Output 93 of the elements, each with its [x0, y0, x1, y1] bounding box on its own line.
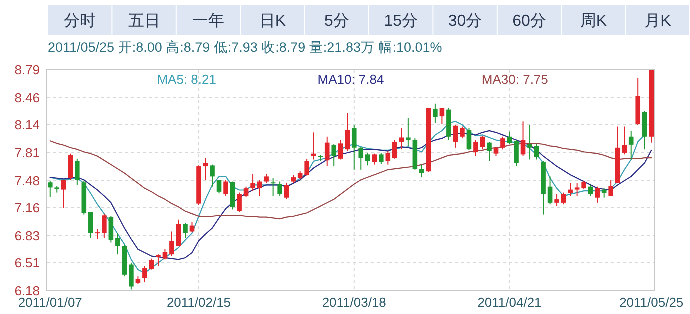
text: 30分: [448, 13, 482, 30]
candlestick: [203, 158, 208, 181]
candlestick: [156, 254, 161, 267]
candlestick: [406, 118, 411, 147]
candlestick: [61, 180, 66, 209]
candlestick: [548, 176, 553, 206]
candlestick: [284, 182, 290, 200]
y-tick-label: 7.81: [14, 145, 40, 160]
text: MA30: 7.75: [482, 72, 548, 87]
candlestick: [216, 180, 222, 194]
candlestick: [622, 126, 627, 156]
candlestick: [278, 181, 282, 197]
candlestick: [574, 182, 580, 197]
candlestick: [379, 152, 384, 164]
text: 周K: [580, 13, 608, 30]
candlestick: [528, 124, 532, 160]
candlestick: [75, 158, 80, 186]
candlestick: [500, 136, 506, 150]
candlestick: [474, 140, 478, 157]
y-tick-label: 8.79: [14, 62, 40, 78]
x-tick-label: 2011/05/25: [620, 295, 684, 310]
candlestick: [608, 180, 614, 197]
text: 一年: [192, 13, 224, 30]
text: 月K: [644, 13, 672, 30]
y-tick-label: 7.16: [14, 200, 40, 216]
candlestick: [149, 258, 154, 270]
y-tick-label: 6.51: [14, 256, 40, 271]
candlestick: [514, 140, 519, 168]
candlestick: [399, 128, 404, 150]
candlestick: [237, 192, 242, 213]
candlestick: [250, 174, 256, 192]
candlestick: [102, 213, 107, 239]
text: 日K: [259, 13, 286, 30]
candlestick: [244, 186, 249, 198]
candlestick: [332, 144, 337, 168]
candlestick: [392, 140, 398, 160]
text: 60分: [512, 13, 546, 30]
candlestick: [520, 121, 526, 157]
chart-subtitle: 2011/05/25 开:8.00 高:8.79 低:7.93 收:8.79 量:21.83万 幅:10.01%: [48, 40, 442, 55]
candlestick: [358, 146, 364, 170]
candlestick: [270, 178, 276, 197]
candlestick: [352, 124, 357, 170]
candlestick: [68, 153, 74, 181]
candlestick: [534, 144, 540, 160]
candlestick: [480, 136, 486, 150]
candlestick: [257, 180, 262, 197]
x-tick-label: 2011/02/15: [166, 295, 232, 310]
y-tick-label: 6.83: [14, 228, 40, 244]
candlestick: [487, 141, 492, 162]
text: 15分: [384, 13, 418, 30]
candlestick: [170, 231, 174, 257]
candlestick: [628, 130, 634, 160]
y-tick-label: 8.14: [14, 118, 40, 133]
candlestick: [311, 132, 316, 160]
candlestick: [108, 216, 114, 244]
candlestick: [48, 180, 53, 198]
candlestick: [304, 158, 310, 176]
candlestick: [129, 262, 134, 290]
candlestick: [561, 192, 566, 206]
text: MA5: 8.21: [157, 72, 216, 87]
candlestick: [264, 174, 269, 184]
y-tick-label: 7.48: [14, 173, 40, 188]
text: MA10: 7.84: [318, 72, 384, 87]
candlestick: [588, 184, 594, 197]
candlestick: [372, 153, 378, 166]
candlestick: [88, 212, 94, 239]
candlestick: [95, 228, 100, 240]
candlestick: [183, 222, 188, 239]
candlestick: [176, 219, 182, 247]
text: 分时: [64, 12, 96, 30]
x-tick-label: 2011/04/21: [478, 295, 542, 310]
candlestick: [554, 194, 560, 207]
y-tick-label: 8.46: [14, 90, 40, 106]
candlestick: [466, 128, 472, 151]
x-tick-label: 2011/03/18: [322, 295, 386, 310]
candlestick: [453, 124, 458, 148]
candlestick: [440, 108, 445, 125]
text: 五日: [128, 13, 160, 30]
text: 5分: [324, 13, 350, 30]
candlestick: [224, 180, 228, 197]
candlestick: [568, 182, 573, 197]
candlestick: [324, 136, 330, 168]
candlestick: [433, 103, 438, 124]
candlestick: [420, 164, 424, 178]
candlestick: [210, 164, 215, 188]
candlestick: [116, 232, 120, 256]
candlestick: [494, 146, 499, 157]
candlestick: [162, 249, 168, 260]
candlestick: [365, 152, 370, 166]
candlestick: [142, 266, 148, 284]
candlestick: [386, 150, 391, 166]
candlestick: [595, 186, 600, 204]
candlestick: [460, 126, 465, 140]
